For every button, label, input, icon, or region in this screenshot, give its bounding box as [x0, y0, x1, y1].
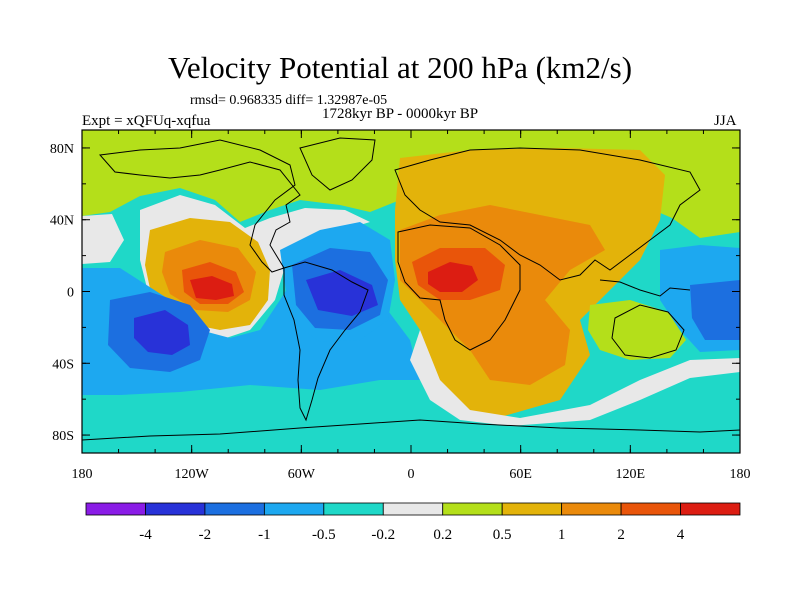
x-tick-label: 60E: [509, 467, 532, 482]
coast-south-america: [283, 261, 369, 422]
colorbar-swatch: [263, 502, 325, 516]
x-tick-label: 120E: [616, 467, 646, 482]
colorbar-label: -0.2: [371, 527, 395, 543]
colorbar-swatch: [145, 502, 206, 516]
y-tick-label: 40N: [50, 214, 74, 229]
contour-min-sam: [306, 270, 378, 316]
x-tick-label: 180: [72, 467, 93, 482]
colorbar-swatch: [442, 502, 503, 516]
colorbar-label: 0.5: [493, 527, 512, 543]
contour-max-africa: [428, 262, 478, 292]
colorbar-swatch: [85, 502, 146, 516]
x-tick-label: 0: [408, 467, 415, 482]
y-tick-label: 0: [67, 286, 74, 301]
colorbar: -4 -2 -1 -0.5 -0.2 0.2 0.5 1 2 4: [85, 502, 741, 543]
y-tick-label: 80N: [50, 142, 74, 157]
coast-europe-asia: [394, 147, 701, 281]
colorbar-swatch: [382, 502, 444, 516]
colorbar-swatch: [680, 502, 741, 516]
y-tick-label: 80S: [52, 429, 74, 444]
contour-max-epac: [190, 276, 234, 300]
coast-africa: [397, 224, 521, 351]
y-tick-label: 40S: [52, 357, 74, 372]
experiment-label: Expt = xQFUq-xqfua: [82, 113, 211, 129]
colorbar-label: -1: [258, 527, 271, 543]
colorbar-label: 0.2: [433, 527, 452, 543]
colorbar-swatch: [323, 502, 384, 516]
contour-min-cpac: [134, 310, 190, 355]
colorbar-label: 1: [558, 527, 566, 543]
x-tick-label: 60W: [288, 467, 316, 482]
contour-band-neutral-south: [410, 330, 740, 426]
colorbar-label: -2: [199, 527, 212, 543]
contour-band-0.2-australia: [588, 300, 686, 360]
colorbar-label: -4: [139, 527, 152, 543]
colorbar-swatch: [204, 502, 265, 516]
colorbar-label: 2: [617, 527, 625, 543]
colorbar-label: 4: [677, 527, 685, 543]
coast-greenland: [299, 137, 376, 191]
season-label: JJA: [714, 113, 737, 129]
colorbar-swatch: [620, 502, 681, 516]
axis-ticks: [81, 130, 741, 453]
contour-band-neutral-west: [82, 214, 124, 264]
coastlines: [82, 137, 740, 441]
period-label: 1728kyr BP - 0000kyr BP: [322, 106, 479, 122]
coast-north-america: [98, 139, 301, 273]
coast-antarctica: [82, 419, 740, 441]
x-tick-label: 120W: [175, 467, 210, 482]
colorbar-swatch: [561, 502, 622, 516]
stats-label: rmsd= 0.968335 diff= 1.32987e-05: [190, 93, 388, 108]
chart-title: Velocity Potential at 200 hPa (km2/s): [167, 50, 633, 85]
x-tick-label: 180: [730, 467, 751, 482]
coast-maritime-continent: [599, 279, 691, 297]
colorbar-label: -0.5: [312, 527, 336, 543]
axis-labels: 180 120W 60W 0 60E 120E 180 80N 40N 0 40S 80S: [50, 142, 751, 482]
colorbar-swatch: [501, 502, 563, 516]
coast-australia: [611, 304, 685, 359]
contour-band-minus-1-wpac: [690, 280, 740, 340]
